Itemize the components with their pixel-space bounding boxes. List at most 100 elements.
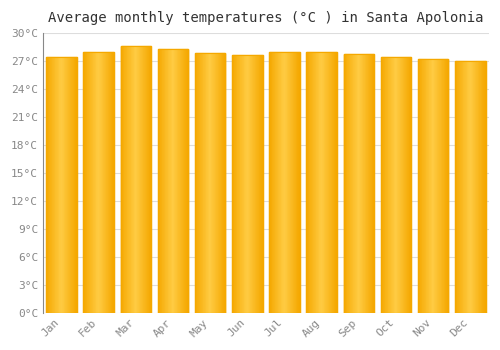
Bar xyxy=(138,46,139,313)
Bar xyxy=(307,52,308,313)
Bar xyxy=(330,52,331,313)
Bar xyxy=(133,46,134,313)
Bar xyxy=(126,46,128,313)
Bar xyxy=(51,56,52,313)
Bar xyxy=(273,52,274,313)
Bar xyxy=(314,52,315,313)
Bar xyxy=(383,56,384,313)
Bar xyxy=(88,52,89,313)
Bar xyxy=(242,55,243,313)
Bar xyxy=(462,61,464,313)
Bar xyxy=(475,61,476,313)
Bar xyxy=(135,46,136,313)
Bar xyxy=(317,52,318,313)
Bar xyxy=(248,55,249,313)
Bar xyxy=(320,52,321,313)
Bar xyxy=(299,52,300,313)
Bar xyxy=(272,52,273,313)
Bar xyxy=(361,54,362,313)
Bar xyxy=(294,52,295,313)
Bar xyxy=(476,61,477,313)
Bar xyxy=(318,52,320,313)
Bar xyxy=(120,46,151,313)
Bar xyxy=(370,54,371,313)
Bar xyxy=(125,46,126,313)
Bar xyxy=(198,53,199,313)
Bar xyxy=(392,56,393,313)
Bar xyxy=(289,52,290,313)
Bar xyxy=(423,59,424,313)
Bar xyxy=(102,52,104,313)
Bar xyxy=(459,61,460,313)
Bar xyxy=(166,49,167,313)
Bar xyxy=(326,52,327,313)
Bar xyxy=(96,52,97,313)
Bar xyxy=(356,54,358,313)
Bar xyxy=(422,59,423,313)
Bar xyxy=(182,49,183,313)
Bar xyxy=(197,53,198,313)
Bar xyxy=(221,53,222,313)
Bar xyxy=(327,52,328,313)
Bar xyxy=(90,52,91,313)
Bar xyxy=(84,52,85,313)
Bar xyxy=(293,52,294,313)
Bar xyxy=(161,49,162,313)
Bar xyxy=(484,61,485,313)
Bar xyxy=(112,52,113,313)
Bar xyxy=(84,52,114,313)
Bar xyxy=(145,46,146,313)
Bar xyxy=(186,49,188,313)
Bar xyxy=(287,52,288,313)
Bar xyxy=(352,54,354,313)
Bar xyxy=(270,52,271,313)
Bar xyxy=(140,46,141,313)
Bar xyxy=(141,46,142,313)
Bar xyxy=(469,61,470,313)
Bar xyxy=(371,54,372,313)
Bar xyxy=(279,52,280,313)
Bar xyxy=(322,52,323,313)
Bar xyxy=(468,61,469,313)
Bar xyxy=(222,53,223,313)
Bar xyxy=(367,54,368,313)
Bar xyxy=(210,53,211,313)
Bar xyxy=(399,56,400,313)
Bar xyxy=(223,53,224,313)
Bar xyxy=(170,49,172,313)
Bar xyxy=(163,49,164,313)
Bar xyxy=(235,55,236,313)
Bar xyxy=(471,61,472,313)
Bar xyxy=(389,56,390,313)
Bar xyxy=(328,52,330,313)
Bar xyxy=(410,56,411,313)
Bar xyxy=(354,54,355,313)
Bar xyxy=(393,56,394,313)
Bar xyxy=(458,61,459,313)
Bar xyxy=(104,52,105,313)
Bar xyxy=(238,55,239,313)
Bar xyxy=(355,54,356,313)
Bar xyxy=(430,59,431,313)
Bar xyxy=(185,49,186,313)
Bar xyxy=(432,59,433,313)
Bar xyxy=(345,54,346,313)
Bar xyxy=(208,53,210,313)
Bar xyxy=(425,59,426,313)
Bar xyxy=(139,46,140,313)
Bar xyxy=(63,56,64,313)
Bar xyxy=(464,61,465,313)
Bar xyxy=(244,55,245,313)
Bar xyxy=(172,49,173,313)
Bar xyxy=(224,53,226,313)
Bar xyxy=(123,46,124,313)
Bar xyxy=(89,52,90,313)
Bar xyxy=(97,52,98,313)
Bar xyxy=(276,52,277,313)
Bar xyxy=(57,56,58,313)
Bar xyxy=(212,53,213,313)
Bar xyxy=(433,59,434,313)
Bar xyxy=(202,53,203,313)
Bar xyxy=(332,52,333,313)
Bar xyxy=(142,46,144,313)
